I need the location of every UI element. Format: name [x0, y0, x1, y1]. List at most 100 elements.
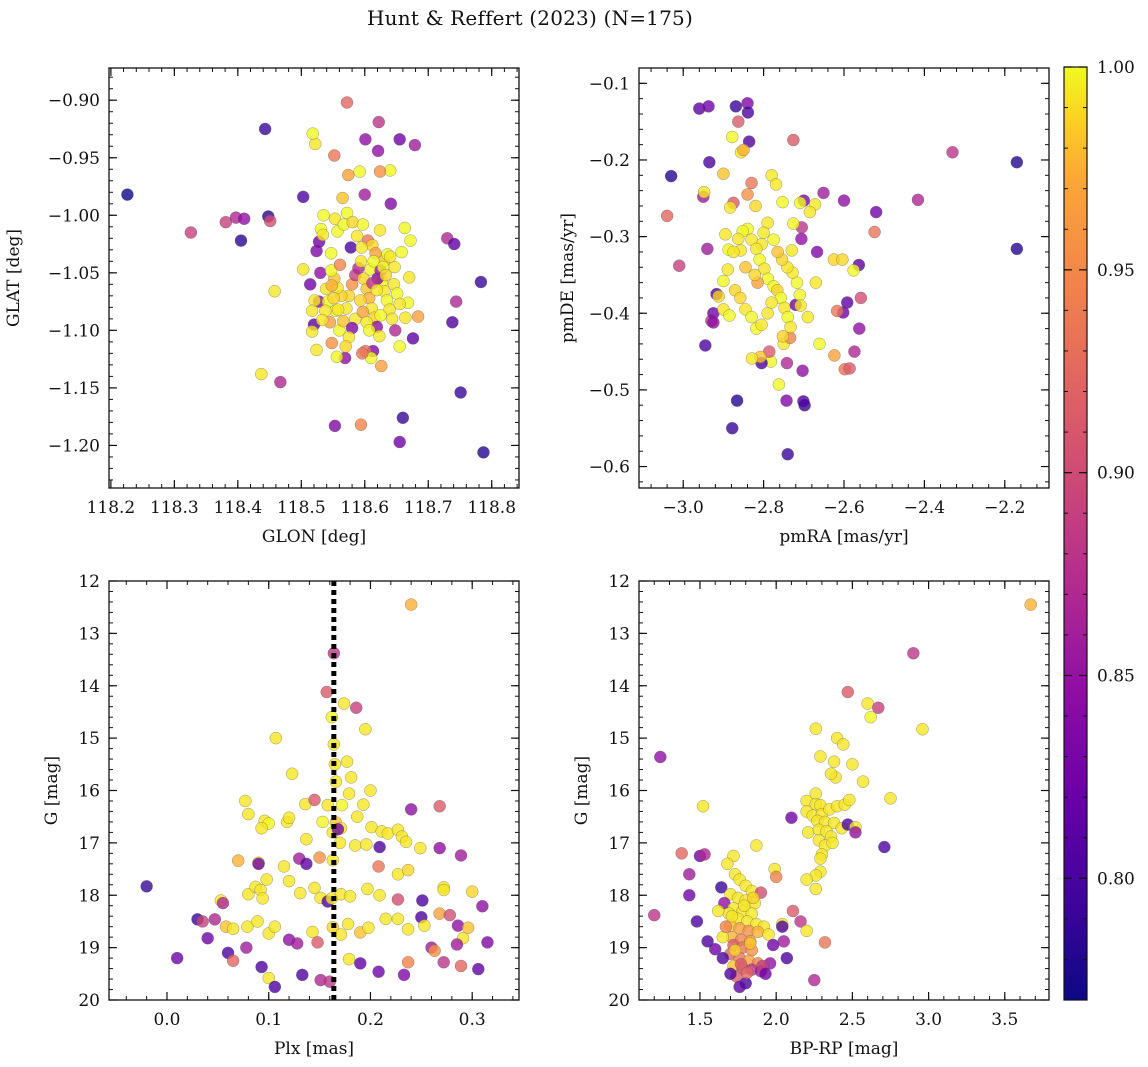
data-point: [864, 710, 877, 724]
y-tick-label: −1.10: [48, 321, 100, 341]
data-point: [356, 218, 370, 231]
data-point: [331, 303, 345, 316]
data-point: [327, 291, 340, 305]
data-point: [255, 367, 268, 381]
data-point: [868, 225, 881, 239]
data-point: [771, 245, 784, 259]
data-point: [335, 798, 349, 812]
y-tick-label: 17: [608, 834, 630, 854]
data-point: [869, 205, 883, 219]
data-point: [390, 287, 404, 300]
data-point: [379, 912, 392, 926]
data-point: [794, 915, 807, 928]
data-point: [416, 894, 429, 907]
x-tick-label: 118.2: [87, 498, 136, 518]
data-point: [703, 156, 716, 169]
y-tick-label: 12: [78, 572, 100, 592]
data-point: [728, 943, 742, 957]
data-point: [723, 309, 736, 322]
data-point: [828, 349, 841, 362]
data-point: [701, 242, 714, 256]
data-point: [853, 322, 866, 335]
data-point: [800, 873, 813, 886]
data-point: [712, 904, 725, 918]
data-point: [745, 176, 758, 190]
data-point: [324, 247, 338, 260]
data-point: [448, 237, 461, 251]
data-point: [800, 924, 813, 938]
data-point: [696, 799, 710, 813]
data-point: [373, 165, 387, 178]
data-point: [725, 909, 739, 923]
data-point: [395, 245, 408, 259]
data-point: [268, 284, 281, 298]
data-point: [765, 296, 778, 309]
data-point: [809, 722, 823, 735]
data-point: [399, 311, 412, 324]
data-point: [408, 138, 422, 152]
data-point: [306, 127, 319, 140]
data-point: [777, 935, 791, 948]
data-point: [325, 279, 339, 292]
data-point: [843, 793, 856, 807]
colorbar-tick-label: 1.00: [1097, 58, 1135, 78]
data-point: [675, 847, 688, 860]
data-point: [251, 915, 264, 928]
colorbar-tick-label: 0.95: [1097, 261, 1135, 281]
y-tick-label: 20: [78, 991, 100, 1011]
plx-points: [140, 598, 494, 994]
pm-axes-frame: [638, 67, 1050, 489]
data-point: [780, 356, 794, 370]
data-point: [437, 883, 450, 897]
data-point: [737, 899, 751, 912]
sky-points: [121, 96, 490, 459]
data-point: [308, 793, 321, 807]
x-tick-label: 118.4: [214, 498, 263, 518]
data-point: [702, 100, 715, 113]
data-point: [359, 722, 372, 736]
data-point: [336, 314, 350, 328]
data-point: [305, 325, 319, 338]
data-point: [847, 264, 860, 277]
data-point: [296, 263, 310, 276]
data-point: [342, 168, 355, 182]
data-point: [231, 854, 245, 867]
data-point: [776, 920, 789, 933]
data-point: [428, 944, 441, 958]
x-tick-label: 0.3: [459, 1010, 486, 1030]
data-point: [824, 767, 838, 780]
data-point: [701, 935, 714, 948]
data-point: [310, 244, 323, 258]
data-point: [355, 241, 368, 254]
x-tick-label: 1.5: [686, 1010, 713, 1030]
data-point: [836, 253, 849, 266]
data-point: [719, 228, 732, 241]
data-point: [719, 920, 733, 933]
data-point: [239, 794, 252, 808]
y-tick-label: 18: [608, 886, 630, 906]
data-point: [750, 242, 763, 256]
data-point: [404, 234, 417, 247]
data-point: [341, 917, 355, 931]
colorbar: 0.80 0.85 0.90 0.95 1.00: [1063, 58, 1135, 1001]
data-point: [396, 411, 410, 425]
data-point: [305, 304, 319, 318]
x-tick-label: 0.0: [153, 1010, 180, 1030]
data-point: [837, 194, 851, 207]
data-point: [712, 290, 725, 303]
data-point: [414, 841, 427, 855]
data-point: [767, 233, 780, 246]
data-point: [334, 928, 348, 941]
data-point: [907, 647, 920, 660]
data-point: [697, 185, 711, 199]
x-tick-label: 3.0: [915, 1010, 942, 1030]
data-point: [654, 750, 667, 764]
data-point: [226, 954, 240, 967]
data-point: [818, 936, 832, 949]
data-point: [809, 882, 823, 896]
data-point: [282, 874, 296, 888]
data-point: [379, 268, 392, 282]
data-point: [809, 276, 823, 289]
y-tick-label: −0.3: [589, 228, 630, 248]
data-point: [477, 446, 490, 459]
